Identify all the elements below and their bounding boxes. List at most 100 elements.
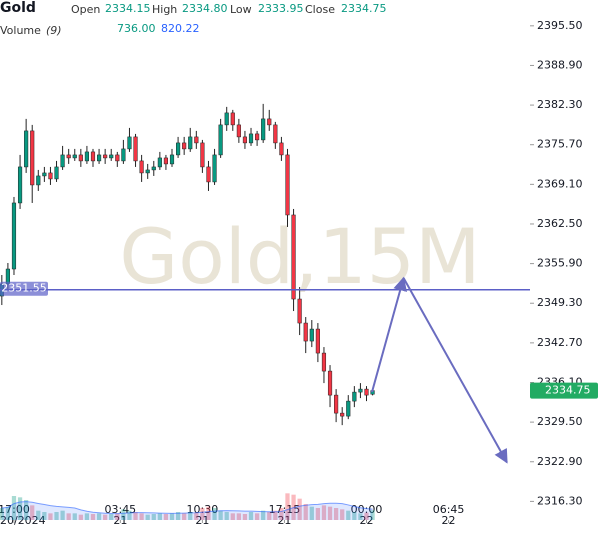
candle-body bbox=[188, 136, 193, 150]
x-tick-label: 06:45 bbox=[433, 503, 465, 516]
volume-bar bbox=[133, 512, 138, 520]
volume-bar bbox=[236, 513, 241, 520]
volume-bar bbox=[30, 505, 35, 520]
volume-bar bbox=[60, 510, 65, 520]
candle-body bbox=[236, 124, 241, 138]
volume-bar bbox=[242, 514, 248, 520]
volume-bar bbox=[139, 513, 144, 520]
candle-body bbox=[279, 142, 284, 156]
candle-body bbox=[315, 328, 320, 354]
volume-ma-line bbox=[1, 501, 373, 515]
candle-body bbox=[194, 136, 199, 144]
volume-label: Volume bbox=[0, 24, 41, 37]
hline-label: 2351.55 bbox=[1, 282, 47, 295]
candle-body bbox=[261, 118, 266, 141]
volume-bar bbox=[109, 514, 114, 520]
y-tick-label: 2342.70 bbox=[537, 336, 583, 349]
y-tick-label: 2349.30 bbox=[537, 296, 583, 309]
open-value: 2334.15 bbox=[105, 2, 151, 15]
volume-bar bbox=[84, 513, 90, 520]
y-tick-label: 2388.90 bbox=[537, 58, 583, 71]
candle-body bbox=[157, 157, 162, 168]
candle-body bbox=[285, 154, 290, 216]
volume-bar bbox=[352, 512, 357, 520]
volume-bar bbox=[261, 510, 266, 520]
hline-label-box bbox=[0, 281, 48, 296]
x-tick-label: 17:15 bbox=[269, 503, 301, 516]
volume-bar bbox=[212, 508, 217, 520]
arrow bbox=[371, 276, 407, 393]
volume-bar bbox=[175, 512, 181, 520]
candle-body bbox=[145, 169, 150, 174]
candle-body bbox=[340, 412, 345, 417]
candle-body bbox=[163, 157, 169, 165]
close-label: Close bbox=[305, 3, 335, 16]
volume-bar bbox=[121, 509, 126, 520]
y-tick-label: 2322.90 bbox=[537, 455, 583, 468]
volume-bar bbox=[279, 508, 284, 520]
volume-ma-value: 820.22 bbox=[161, 22, 200, 35]
candle-body bbox=[255, 133, 260, 141]
volume-bar bbox=[315, 508, 321, 520]
volume-bar bbox=[206, 506, 211, 520]
low-value: 2333.95 bbox=[258, 2, 304, 15]
candle-body bbox=[11, 202, 17, 270]
volume-bar bbox=[5, 506, 11, 520]
close-value: 2334.75 bbox=[341, 2, 387, 15]
volume-bar bbox=[54, 512, 59, 520]
candle-body bbox=[84, 151, 89, 162]
watermark: Gold,15M bbox=[119, 212, 480, 301]
candle-body bbox=[17, 166, 23, 204]
candle-body bbox=[30, 130, 35, 186]
candle-body bbox=[303, 322, 308, 342]
low-label: Low bbox=[230, 3, 252, 16]
open-label: Open bbox=[71, 3, 100, 16]
last-price-label: 2334.75 bbox=[545, 384, 591, 397]
x-tick-date: 21 bbox=[195, 514, 209, 527]
volume-bar bbox=[321, 505, 327, 520]
candle-body bbox=[42, 172, 47, 177]
candle-body bbox=[72, 154, 77, 159]
candle-body bbox=[54, 166, 59, 180]
volume-bar bbox=[42, 512, 47, 520]
candle-body bbox=[346, 400, 351, 417]
symbol: Gold bbox=[0, 0, 36, 16]
volume-bar bbox=[17, 497, 23, 520]
volume-bar bbox=[254, 513, 260, 520]
candle-body bbox=[48, 172, 53, 180]
x-tick-date: 22 bbox=[442, 514, 456, 527]
x-tick-label: 00:00 bbox=[351, 503, 383, 516]
y-tick-label: 2382.30 bbox=[537, 98, 583, 111]
y-tick-label: 2369.10 bbox=[537, 177, 583, 190]
volume-bar bbox=[224, 512, 229, 520]
candle-body bbox=[151, 166, 156, 171]
volume-bar bbox=[327, 506, 333, 520]
volume-bar bbox=[273, 510, 278, 520]
candle-body bbox=[176, 142, 181, 156]
candle-body bbox=[24, 130, 29, 168]
candle-body bbox=[218, 124, 223, 156]
candle-body bbox=[109, 154, 114, 159]
volume-bar bbox=[218, 510, 223, 520]
candle-body bbox=[206, 166, 211, 183]
y-tick-label: 2355.90 bbox=[537, 257, 583, 270]
candle-body bbox=[103, 154, 108, 159]
candle-body bbox=[242, 136, 248, 144]
volume-bar bbox=[267, 512, 272, 520]
arrow bbox=[402, 277, 508, 464]
volume-bar bbox=[90, 514, 96, 520]
volume-bar bbox=[163, 514, 169, 520]
candle-body bbox=[321, 352, 327, 372]
candle-body bbox=[309, 328, 314, 342]
volume-bar bbox=[127, 510, 132, 520]
volume-bar bbox=[145, 514, 150, 520]
y-tick-label: 2316.30 bbox=[537, 494, 583, 507]
volume-bar bbox=[66, 513, 71, 520]
volume-bar bbox=[364, 512, 369, 520]
x-tick-date: 21 bbox=[113, 514, 127, 527]
volume-bar bbox=[285, 493, 290, 520]
volume-bar bbox=[340, 509, 345, 520]
candle-body bbox=[358, 388, 363, 393]
x-tick-label: 17:00 bbox=[0, 503, 30, 516]
volume-bar bbox=[72, 513, 77, 520]
